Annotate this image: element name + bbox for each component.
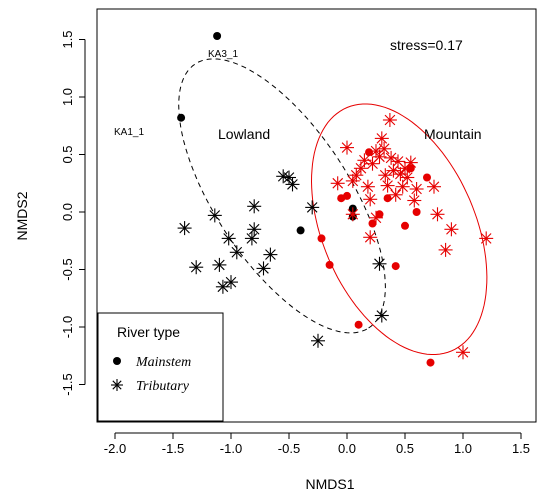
point-label-ka3: KA3_1 xyxy=(208,49,238,60)
y-tick-label: -0.5 xyxy=(60,258,75,280)
stress-annotation: stress=0.17 xyxy=(390,37,463,53)
mountain-tributary-point xyxy=(400,170,415,185)
mountain-tributary-point xyxy=(378,168,393,183)
mountain-tributary-point xyxy=(363,230,378,245)
mountain-tributary-point xyxy=(438,242,453,257)
mountain-tributary-point xyxy=(430,207,445,222)
legend-mainstem-label: Mainstem xyxy=(135,355,191,370)
y-tick-label: 0.5 xyxy=(60,145,75,163)
mountain-tributary-point xyxy=(388,187,403,202)
legend-mainstem-marker xyxy=(113,357,121,365)
points-layer xyxy=(177,32,494,367)
mountain-tributary-point xyxy=(377,141,392,156)
legend-tributary-marker xyxy=(111,379,123,391)
x-tick-label: 1.5 xyxy=(512,441,530,456)
point-label-ka1: KA1_1 xyxy=(114,127,144,138)
mountain-tributary-point xyxy=(407,193,422,208)
mountain-tributary-point xyxy=(330,176,345,191)
mountain-mainstem-point xyxy=(426,358,435,367)
legend-title: River type xyxy=(117,324,180,340)
mountain-tributary-point xyxy=(382,113,397,127)
lowland-tributary-point xyxy=(263,247,278,262)
y-tick-label: -1.0 xyxy=(60,316,75,338)
lowland-tributary-point xyxy=(177,221,192,236)
legend-asterisk-glyph xyxy=(111,379,123,391)
mountain-tributary-point xyxy=(369,210,383,225)
ellipse-layer xyxy=(178,58,488,355)
lowland-tributary-point xyxy=(247,199,262,214)
mountain-label: Mountain xyxy=(424,126,482,142)
mountain-tributary-point xyxy=(398,161,412,176)
legend: River type Mainstem Tributary xyxy=(97,312,224,422)
legend-tributary-label: Tributary xyxy=(136,379,190,394)
x-axis-title: NMDS1 xyxy=(305,476,354,492)
x-tick-label: -1.0 xyxy=(220,441,242,456)
mountain-mainstem-point xyxy=(412,208,421,216)
y-tick-label: -1.5 xyxy=(60,373,75,395)
mountain-mainstem-point xyxy=(365,148,373,157)
lowland-tributary-point xyxy=(224,275,238,290)
y-axis-title: NMDS2 xyxy=(14,191,30,240)
legend-box xyxy=(97,312,224,422)
x-tick-label: 0.0 xyxy=(338,441,356,456)
axes-layer: -2.0 -1.5 -1.0 -0.5 0.0 0.5 1.0 1.5 -1.5 -1.0 -0.5… xyxy=(60,30,530,456)
lowland-mainstem-point xyxy=(296,226,305,235)
lowland-tributary-point xyxy=(285,177,300,192)
mountain-tributary-point xyxy=(403,155,418,170)
lowland-tributary-point xyxy=(207,208,222,223)
x-tick-label: -0.5 xyxy=(278,441,300,456)
mountain-mainstem-point xyxy=(368,219,377,228)
lowland-tributary-point xyxy=(189,260,204,275)
lowland-tributary-point xyxy=(247,222,262,237)
mountain-tributary-point xyxy=(360,179,375,194)
x-tick-label: 0.5 xyxy=(396,441,414,456)
lowland-tributary-point xyxy=(215,279,230,294)
mountain-mainstem-point xyxy=(354,320,363,329)
mountain-mainstem-point xyxy=(325,260,334,269)
lowland-tributary-point xyxy=(229,245,244,260)
y-tick-label: 1.5 xyxy=(60,30,75,48)
y-tick-label: 1.0 xyxy=(60,88,75,106)
mountain-tributary-point xyxy=(479,231,494,246)
lowland-tributary-point xyxy=(311,333,325,348)
mountain-mainstem-point xyxy=(383,194,392,203)
mountain-ellipse xyxy=(310,103,488,355)
mountain-tributary-point xyxy=(345,207,360,222)
mountain-tributary-point xyxy=(374,131,389,146)
mountain-tributary-point xyxy=(456,345,470,360)
mountain-tributary-point xyxy=(363,192,378,207)
mountain-tributary-point xyxy=(372,149,387,164)
mountain-tributary-point xyxy=(409,182,424,196)
lowland-mainstem-point xyxy=(213,32,222,40)
mountain-mainstem-point xyxy=(391,262,400,271)
mountain-mainstem-point xyxy=(401,221,409,230)
mountain-tributary-point xyxy=(340,140,354,155)
mountain-tributary-point xyxy=(444,222,459,237)
x-tick-label: -1.5 xyxy=(162,441,184,456)
lowland-tributary-point xyxy=(212,257,227,272)
lowland-tributary-point xyxy=(374,308,389,323)
mountain-tributary-point xyxy=(380,178,395,193)
lowland-tributary-point xyxy=(372,256,387,271)
mountain-mainstem-point xyxy=(423,173,431,182)
lowland-ellipse xyxy=(178,58,386,334)
lowland-tributary-point xyxy=(256,261,271,276)
lowland-tributary-point xyxy=(244,231,259,246)
lowland-mainstem-point xyxy=(177,113,186,122)
lowland-label: Lowland xyxy=(218,126,270,142)
lowland-tributary-point xyxy=(305,200,320,215)
x-tick-label: -2.0 xyxy=(104,441,126,456)
y-tick-label: 0.0 xyxy=(60,203,75,221)
mountain-mainstem-point xyxy=(343,191,351,200)
mountain-tributary-point xyxy=(427,179,441,194)
mountain-mainstem-point xyxy=(317,234,326,243)
plot-frame xyxy=(96,8,537,423)
x-tick-label: 1.0 xyxy=(454,441,472,456)
lowland-tributary-point xyxy=(221,231,236,246)
